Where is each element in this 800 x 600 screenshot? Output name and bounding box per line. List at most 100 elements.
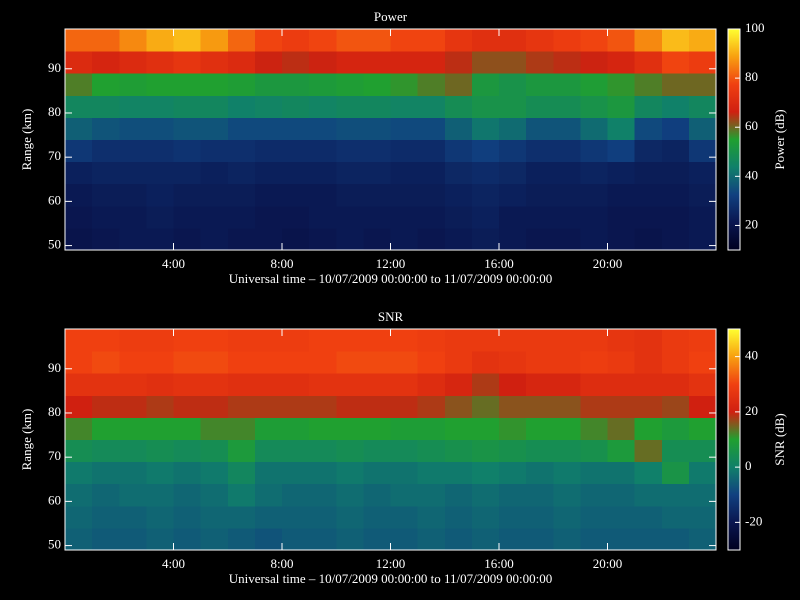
heatmap-cell xyxy=(417,205,446,229)
heatmap-cell xyxy=(580,527,608,551)
heatmap-cell xyxy=(173,227,202,251)
heatmap-cell xyxy=(607,483,636,507)
heatmap-cell xyxy=(688,461,717,485)
heatmap-cell xyxy=(309,205,337,229)
heatmap-cell xyxy=(444,329,473,352)
heatmap-cell xyxy=(499,505,527,529)
heatmap-cell xyxy=(282,51,310,74)
heatmap-cell xyxy=(553,461,581,485)
heatmap-cell xyxy=(309,51,337,74)
heatmap-cell xyxy=(526,29,554,52)
heatmap-cell xyxy=(390,117,419,140)
heatmap-cell xyxy=(363,483,391,507)
heatmap-cell xyxy=(553,205,581,229)
heatmap-cell xyxy=(336,117,364,140)
heatmap-cell xyxy=(444,51,473,74)
heatmap-cell xyxy=(282,439,310,463)
heatmap-cell xyxy=(634,483,663,507)
heatmap-cell xyxy=(146,417,174,440)
heatmap-cell xyxy=(254,161,283,185)
heatmap-cell xyxy=(526,505,554,529)
heatmap-cell xyxy=(254,139,283,163)
heatmap-cell xyxy=(444,205,473,229)
heatmap-cell xyxy=(92,395,120,418)
heatmap-cell xyxy=(363,329,391,352)
heatmap-cell xyxy=(363,161,391,185)
heatmap-cell xyxy=(607,461,636,485)
heatmap-cell xyxy=(92,183,120,207)
heatmap-cell xyxy=(553,51,581,74)
heatmap-cell xyxy=(65,395,93,418)
heatmap-cell xyxy=(227,205,256,229)
y-tick-label: 90 xyxy=(48,60,61,75)
heatmap-cell xyxy=(65,205,93,229)
heatmap-cell xyxy=(282,483,310,507)
heatmap-cell xyxy=(553,439,581,463)
heatmap-cell xyxy=(254,461,283,485)
heatmap-cell xyxy=(688,439,717,463)
heatmap-cell xyxy=(200,483,229,507)
heatmap-cell xyxy=(309,527,337,551)
heatmap-cell xyxy=(471,95,500,118)
heatmap-cell xyxy=(607,439,636,463)
heatmap-cell xyxy=(499,439,527,463)
heatmap-cell xyxy=(580,505,608,529)
heatmap-cell xyxy=(471,205,500,229)
heatmap-cell xyxy=(580,227,608,251)
heatmap-cell xyxy=(444,505,473,529)
heatmap-cell xyxy=(227,439,256,463)
colorbar-tick-label: 40 xyxy=(745,348,758,363)
heatmap-cell xyxy=(92,527,120,551)
heatmap-cell xyxy=(119,329,147,352)
heatmap-cell xyxy=(634,95,663,118)
heatmap-cell xyxy=(471,51,500,74)
heatmap-cell xyxy=(661,227,690,251)
heatmap-cell xyxy=(119,205,147,229)
heatmap-cell xyxy=(119,351,147,374)
heatmap-cell xyxy=(688,417,717,440)
heatmap-cell xyxy=(173,29,202,52)
heatmap-cell xyxy=(65,227,93,251)
heatmap-cell xyxy=(444,183,473,207)
heatmap-cell xyxy=(580,417,608,440)
heatmap-cell xyxy=(336,29,364,52)
heatmap-cell xyxy=(553,161,581,185)
heatmap-cell xyxy=(65,329,93,352)
heatmap-cell xyxy=(390,329,419,352)
heatmap-cell xyxy=(688,95,717,118)
heatmap-cell xyxy=(282,329,310,352)
heatmap-cell xyxy=(65,139,93,163)
heatmap-cell xyxy=(607,417,636,440)
heatmap-cell xyxy=(119,395,147,418)
heatmap-cell xyxy=(634,439,663,463)
heatmap-cell xyxy=(92,461,120,485)
heatmap-cell xyxy=(309,395,337,418)
heatmap-cell xyxy=(499,461,527,485)
heatmap-cell xyxy=(471,483,500,507)
heatmap-cell xyxy=(634,227,663,251)
heatmap-cell xyxy=(580,461,608,485)
heatmap-cell xyxy=(254,95,283,118)
heatmap-cell xyxy=(200,461,229,485)
heatmap-cell xyxy=(282,183,310,207)
heatmap-cell xyxy=(119,51,147,74)
heatmap-cell xyxy=(417,373,446,396)
heatmap-cell xyxy=(146,461,174,485)
heatmap-cell xyxy=(607,183,636,207)
heatmap-cell xyxy=(119,183,147,207)
heatmap-cell xyxy=(309,373,337,396)
heatmap-cell xyxy=(688,329,717,352)
heatmap-cell xyxy=(92,439,120,463)
heatmap-cell xyxy=(200,183,229,207)
heatmap-cell xyxy=(282,227,310,251)
heatmap-cell xyxy=(65,183,93,207)
y-tick-label: 70 xyxy=(48,148,61,163)
heatmap-cell xyxy=(417,461,446,485)
heatmap-cell xyxy=(254,505,283,529)
heatmap-cell xyxy=(688,351,717,374)
heatmap-cell xyxy=(282,161,310,185)
heatmap-cell xyxy=(173,417,202,440)
heatmap-cell xyxy=(119,417,147,440)
heatmap-cell xyxy=(92,139,120,163)
heatmap-cell xyxy=(417,95,446,118)
